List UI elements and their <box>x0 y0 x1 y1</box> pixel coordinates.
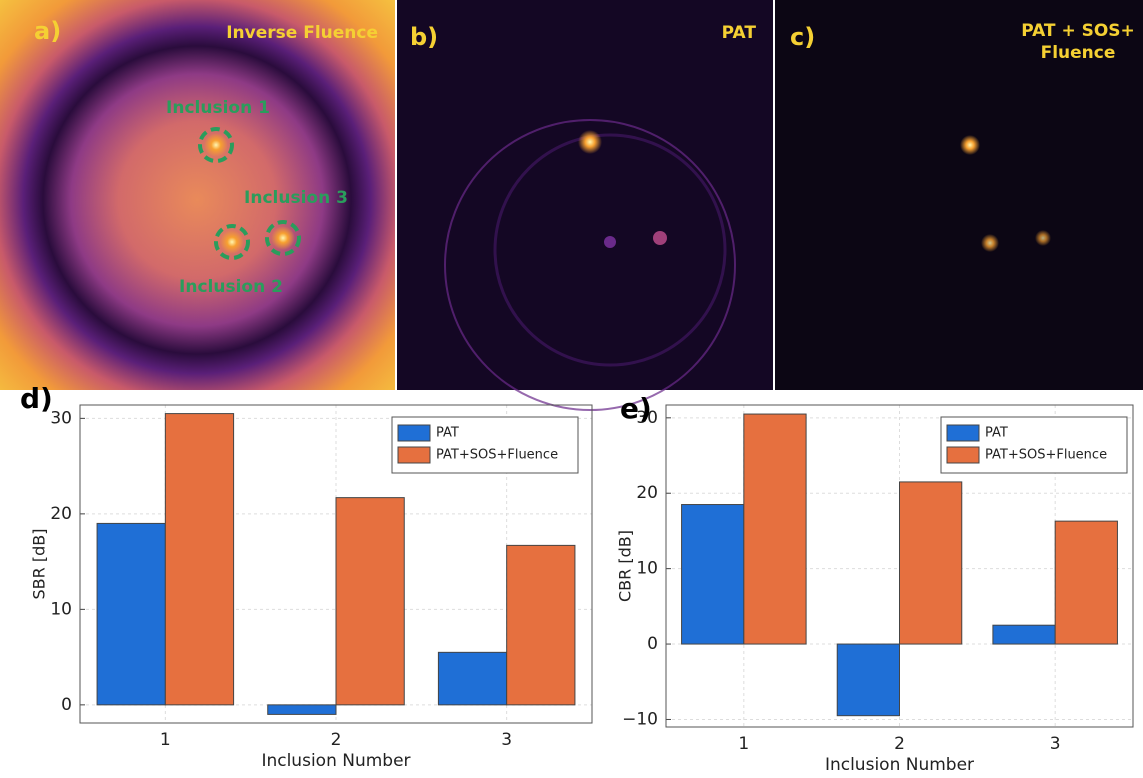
bar <box>900 482 962 644</box>
spot <box>271 226 295 250</box>
annotation: Inclusion 3 <box>244 188 348 208</box>
legend-label: PAT <box>985 426 1008 441</box>
y-tick-label: 20 <box>50 504 72 524</box>
panel-label: b) <box>410 23 438 51</box>
legend-label: PAT <box>436 426 459 441</box>
y-tick-label: 20 <box>636 483 658 503</box>
bar <box>837 644 899 716</box>
legend-label: PAT+SOS+Fluence <box>985 448 1107 463</box>
bar <box>97 523 165 704</box>
y-tick-label: −10 <box>622 709 658 729</box>
legend-swatch <box>947 425 979 441</box>
bar <box>993 625 1055 644</box>
bar <box>744 414 806 644</box>
panel-label: d) <box>20 382 53 415</box>
panel-b: b) PAT <box>397 0 773 410</box>
panel-label: a) <box>34 17 61 45</box>
y-tick-label: 0 <box>61 695 72 715</box>
bar <box>682 505 744 645</box>
bar <box>438 652 506 705</box>
x-tick-label: 1 <box>160 730 171 750</box>
y-axis-label: SBR [dB] <box>30 529 49 600</box>
panel-label: c) <box>790 23 815 51</box>
y-tick-label: 0 <box>647 634 658 654</box>
page: a) Inverse Fluence Inclusion 1 Inclusion… <box>0 0 1143 778</box>
panel-title: Fluence <box>1041 43 1116 63</box>
panel-title: PAT + SOS+ <box>1021 21 1135 41</box>
spot <box>204 133 228 157</box>
x-tick-label: 3 <box>501 730 512 750</box>
spot <box>220 230 244 254</box>
x-tick-label: 3 <box>1050 734 1061 754</box>
x-tick-label: 1 <box>738 734 749 754</box>
y-tick-label: 30 <box>50 408 72 428</box>
panel-a: a) Inverse Fluence Inclusion 1 Inclusion… <box>0 0 395 390</box>
legend-swatch <box>398 425 430 441</box>
annotation: Inclusion 1 <box>166 98 270 118</box>
panel-title: PAT <box>722 23 757 43</box>
annotation: Inclusion 2 <box>179 277 283 297</box>
x-tick-label: 2 <box>894 734 905 754</box>
bar <box>165 414 233 705</box>
legend-swatch <box>947 447 979 463</box>
panel-c: c) PAT + SOS+ Fluence <box>775 0 1143 390</box>
bar <box>268 705 336 715</box>
bar <box>507 545 575 704</box>
panel-label: e) <box>620 392 652 425</box>
y-axis-label: CBR [dB] <box>616 530 635 602</box>
figure: a) Inverse Fluence Inclusion 1 Inclusion… <box>0 0 1143 774</box>
x-axis-label: Inclusion Number <box>825 755 974 774</box>
x-axis-label: Inclusion Number <box>261 751 410 771</box>
x-tick-label: 2 <box>331 730 342 750</box>
legend-label: PAT+SOS+Fluence <box>436 448 558 463</box>
y-tick-label: 10 <box>50 599 72 619</box>
panel-title: Inverse Fluence <box>226 23 378 43</box>
legend-swatch <box>398 447 430 463</box>
bar <box>1055 521 1117 644</box>
bar <box>336 498 404 705</box>
y-tick-label: 10 <box>636 559 658 579</box>
